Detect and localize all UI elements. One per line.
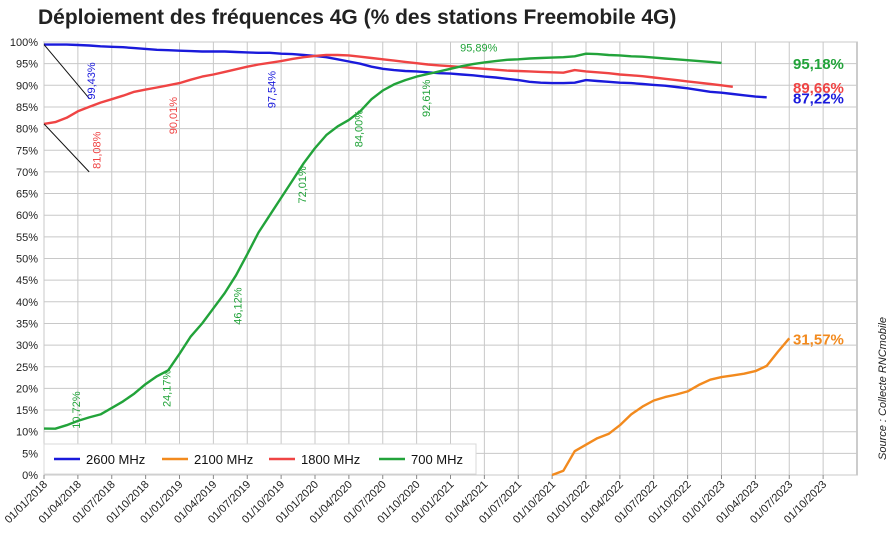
y-tick-label: 5% <box>22 448 38 460</box>
data-label: 97,54% <box>266 71 278 109</box>
y-tick-label: 85% <box>16 102 38 114</box>
y-tick-label: 65% <box>16 189 38 201</box>
data-label: 46,12% <box>233 287 245 325</box>
end-value-label: 89,66% <box>793 80 844 97</box>
y-tick-label: 75% <box>16 145 38 157</box>
y-tick-label: 0% <box>22 470 38 482</box>
data-label: 99,43% <box>86 62 98 100</box>
data-label: 72,01% <box>297 166 309 204</box>
legend-label: 2600 MHz <box>86 452 145 467</box>
y-tick-label: 90% <box>16 80 38 92</box>
series-line-700-MHz <box>43 52 722 430</box>
y-tick-label: 80% <box>16 124 38 136</box>
annotation-leader <box>43 44 90 99</box>
legend-label: 2100 MHz <box>194 452 253 467</box>
legend-label: 1800 MHz <box>301 452 360 467</box>
y-tick-label: 15% <box>16 405 38 417</box>
y-tick-label: 70% <box>16 167 38 179</box>
y-tick-label: 50% <box>16 254 38 266</box>
data-label: 81,08% <box>91 131 103 169</box>
y-tick-label: 55% <box>16 232 38 244</box>
series-line-1800-MHz <box>43 53 733 126</box>
data-label: 24,17% <box>161 370 173 408</box>
end-labels: 95,18% 89,66%87,22% 31,57% <box>793 56 844 348</box>
end-value-label: 31,57% <box>793 331 844 348</box>
y-axis: 0% 5% 10% 15% 20% 25% 30% 35% 40% 45% 50% 55% 60% 65%… <box>10 37 38 482</box>
legend-label: 700 MHz <box>411 452 463 467</box>
grid-lines <box>43 41 857 479</box>
y-tick-label: 95% <box>16 59 38 71</box>
series-line-2100-MHz <box>551 337 791 477</box>
data-label: 95,89% <box>460 43 498 55</box>
y-tick-label: 20% <box>16 383 38 395</box>
y-tick-label: 40% <box>16 297 38 309</box>
data-label: 92,61% <box>421 79 433 117</box>
y-tick-label: 35% <box>16 318 38 330</box>
y-tick-label: 10% <box>16 427 38 439</box>
x-axis: 01/01/201801/04/201801/07/201801/10/2018… <box>3 479 830 526</box>
data-label: 90,01% <box>168 97 180 135</box>
series-lines <box>43 43 791 477</box>
data-label: 84,00% <box>353 110 365 148</box>
annotations: 99,43% 81,08% 10,72% 24,17% 46,12% 72,01% 84,0… <box>43 43 498 429</box>
y-tick-label: 30% <box>16 340 38 352</box>
data-label: 10,72% <box>71 391 83 429</box>
y-tick-label: 60% <box>16 210 38 222</box>
chart-title: Déploiement des fréquences 4G (% des sta… <box>38 6 677 29</box>
end-value-label: 95,18% <box>793 56 844 73</box>
y-tick-label: 25% <box>16 362 38 374</box>
annotation-leader <box>43 123 90 173</box>
legend: 2600 MHz 2100 MHz 1800 MHz 700 MHz <box>43 443 477 475</box>
y-tick-label: 45% <box>16 275 38 287</box>
end-value-label: 87,22% <box>793 90 844 107</box>
series-line-2600-MHz <box>44 43 767 99</box>
y-tick-label: 100% <box>10 37 38 49</box>
